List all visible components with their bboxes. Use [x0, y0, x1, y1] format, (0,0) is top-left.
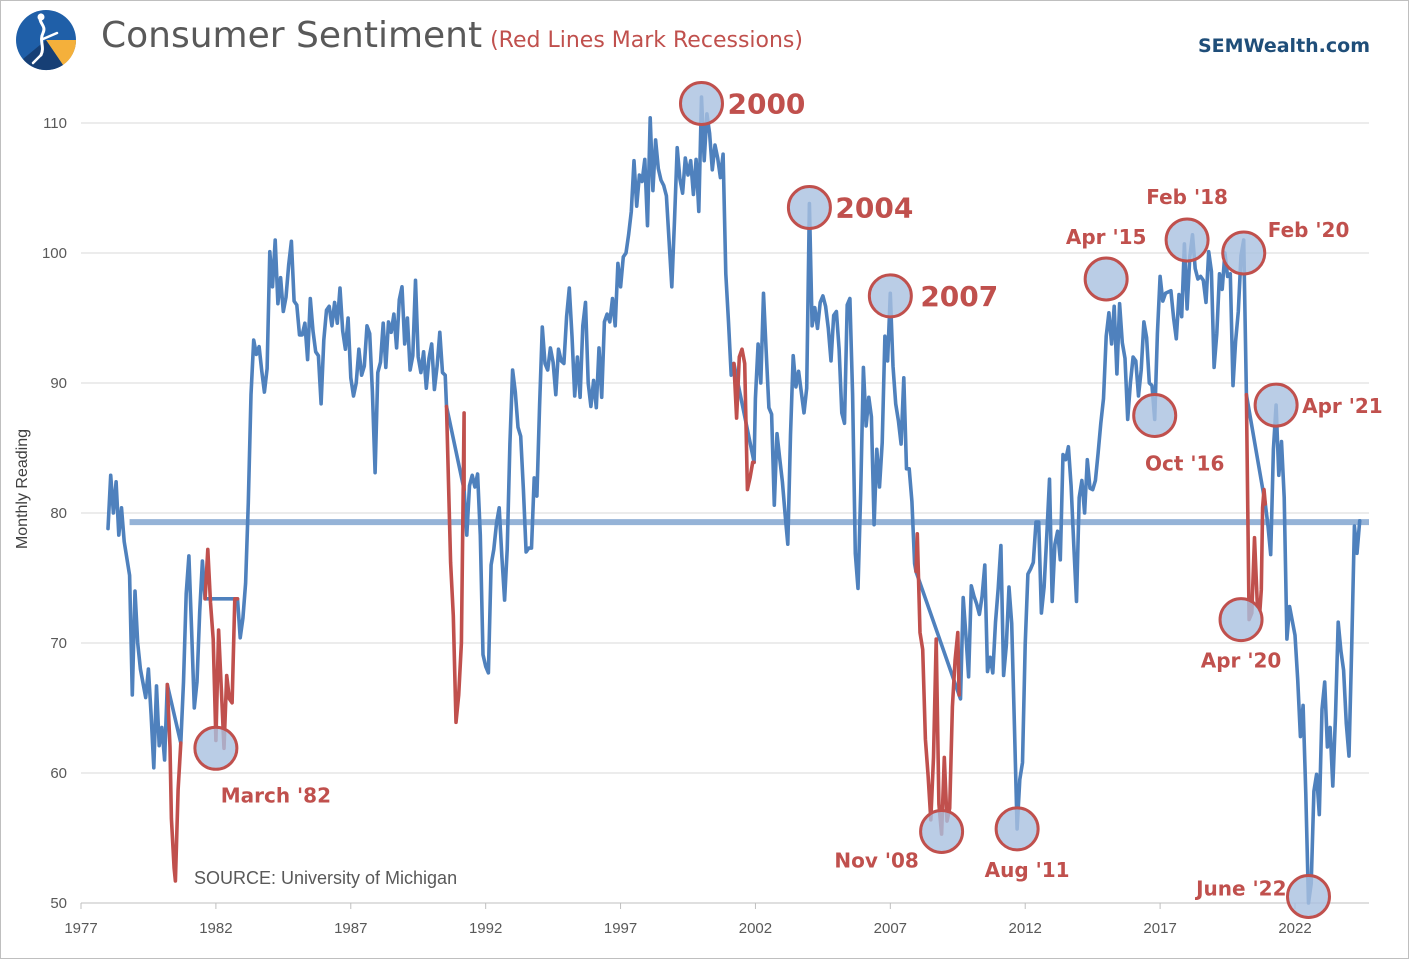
source-note: SOURCE: University of Michigan — [194, 868, 458, 888]
recession-line — [1244, 392, 1268, 622]
x-tick-label: 2012 — [1009, 920, 1042, 937]
recession-line — [732, 347, 756, 492]
annotation-circle — [1285, 874, 1331, 919]
recession-line — [165, 682, 183, 883]
sentiment-line — [106, 95, 1362, 905]
annotation-label: 2004 — [835, 192, 913, 225]
y-tick-label: 110 — [43, 115, 67, 132]
annotation-label: Nov '08 — [834, 849, 918, 873]
y-tick-label: 70 — [50, 635, 67, 652]
annotation-circle — [678, 81, 724, 126]
annotation-label: Oct '16 — [1145, 452, 1224, 476]
brand-label: SEMWealth.com — [1198, 35, 1371, 57]
annotation-circle — [1221, 230, 1267, 276]
recession-line — [914, 532, 961, 836]
annotation-circle — [919, 809, 965, 854]
annotation-label: 2007 — [920, 280, 998, 313]
annotation-circle — [1253, 382, 1299, 428]
x-tick-label: 2002 — [739, 920, 772, 937]
annotation-circle — [1132, 393, 1178, 438]
annotation-circle — [193, 725, 239, 771]
x-tick-label: 1992 — [469, 920, 502, 937]
annotation-circle — [786, 185, 832, 230]
annotation-label: Apr '15 — [1066, 225, 1147, 249]
annotation-label: Apr '20 — [1201, 649, 1282, 673]
x-tick-label: 2007 — [874, 920, 907, 937]
series-layer — [106, 95, 1362, 905]
annotation-label: Aug '11 — [985, 858, 1070, 882]
annotation-label: Apr '21 — [1302, 394, 1383, 418]
x-tick-label: 1987 — [334, 920, 367, 937]
x-tick-label: 2022 — [1278, 920, 1311, 937]
annotation-circle — [867, 273, 913, 319]
y-tick-label: 50 — [50, 895, 67, 912]
chart-title: Consumer Sentiment — [101, 15, 483, 56]
annotation-circle — [1164, 217, 1210, 263]
y-tick-label: 80 — [50, 505, 67, 522]
y-axis-label: Monthly Reading — [14, 428, 31, 550]
y-tick-label: 100 — [42, 245, 67, 262]
annotation-label: Feb '20 — [1268, 218, 1350, 242]
annotation-circle — [1218, 597, 1264, 643]
x-tick-label: 1982 — [199, 920, 232, 937]
recession-line — [444, 404, 466, 725]
y-tick-label: 90 — [50, 375, 67, 392]
axis-layer: 50 60 70 80 90 100 110 1977 1982 1987 1992 1997 2002… — [42, 115, 1369, 937]
recession-line — [203, 547, 240, 751]
annotation-label: March '82 — [221, 783, 331, 807]
annotation-label: 2000 — [727, 88, 805, 121]
chart-subtitle: (Red Lines Mark Recessions) — [490, 28, 803, 53]
semwealth-logo-icon — [16, 10, 77, 71]
title-row: Consumer Sentiment (Red Lines Mark Recess… — [101, 15, 803, 56]
x-tick-label: 1977 — [64, 920, 97, 937]
annotation-label: June '22 — [1194, 877, 1286, 901]
x-tick-label: 1997 — [604, 920, 637, 937]
annotation-label: Feb '18 — [1146, 185, 1228, 209]
y-tick-label: 60 — [50, 765, 67, 782]
x-tick-label: 2017 — [1143, 920, 1176, 937]
annotation-circle — [994, 806, 1040, 852]
annotation-layer: March '82 2000 2004 2007 Nov '08 Aug '11 Apr '… — [193, 81, 1383, 919]
annotation-circle — [1083, 256, 1129, 302]
